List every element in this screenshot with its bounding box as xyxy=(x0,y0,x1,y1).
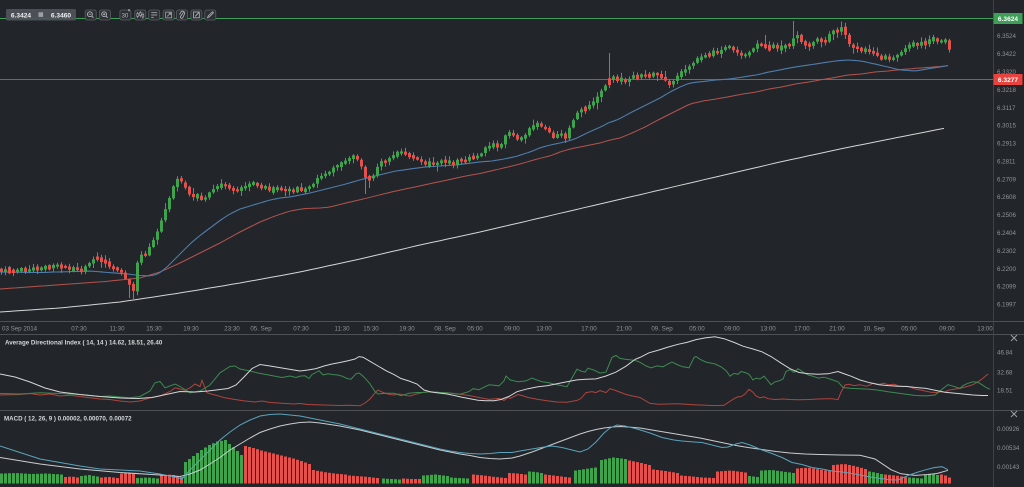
svg-text:0.00143: 0.00143 xyxy=(997,464,1020,471)
svg-text:Average Directional Index ( 14: Average Directional Index ( 14, 14 ) 14.… xyxy=(5,339,163,346)
svg-text:30: 30 xyxy=(121,12,128,19)
svg-text:6.2608: 6.2608 xyxy=(997,194,1016,201)
svg-text:05:00: 05:00 xyxy=(467,325,483,332)
svg-text:6.2099: 6.2099 xyxy=(997,284,1016,291)
svg-text:09. Sep: 09. Sep xyxy=(651,325,673,332)
svg-text:08. Sep: 08. Sep xyxy=(434,325,456,332)
svg-text:6.2506: 6.2506 xyxy=(997,212,1016,219)
svg-text:10. Sep: 10. Sep xyxy=(863,325,885,332)
svg-text:11:30: 11:30 xyxy=(109,325,125,332)
svg-text:6.2200: 6.2200 xyxy=(997,266,1016,273)
svg-text:09:00: 09:00 xyxy=(724,325,740,332)
svg-text:6.2404: 6.2404 xyxy=(997,230,1016,237)
svg-text:09:00: 09:00 xyxy=(504,325,520,332)
svg-text:07:30: 07:30 xyxy=(71,325,87,332)
svg-text:MACD ( 12, 26, 9 ) 0.00002, 0.: MACD ( 12, 26, 9 ) 0.00002, 0.00070, 0.0… xyxy=(4,415,132,422)
svg-text:17:00: 17:00 xyxy=(794,325,810,332)
svg-text:18.51: 18.51 xyxy=(997,387,1013,394)
svg-text:6.2811: 6.2811 xyxy=(997,158,1016,165)
svg-text:6.3277: 6.3277 xyxy=(998,77,1019,84)
svg-text:6.3460: 6.3460 xyxy=(51,12,72,19)
svg-text:6.2302: 6.2302 xyxy=(997,248,1016,255)
svg-text:0.00534: 0.00534 xyxy=(997,445,1020,452)
svg-text:15:30: 15:30 xyxy=(363,325,379,332)
svg-text:6.2709: 6.2709 xyxy=(997,176,1016,183)
svg-text:6.3218: 6.3218 xyxy=(997,87,1016,94)
svg-text:6.3624: 6.3624 xyxy=(998,16,1019,23)
svg-text:6.1997: 6.1997 xyxy=(997,302,1016,309)
svg-text:07:30: 07:30 xyxy=(293,325,309,332)
svg-text:13:00: 13:00 xyxy=(977,325,993,332)
svg-text:21:00: 21:00 xyxy=(616,325,632,332)
svg-text:13:00: 13:00 xyxy=(760,325,776,332)
svg-text:11:30: 11:30 xyxy=(334,325,350,332)
svg-text:6.3422: 6.3422 xyxy=(997,51,1016,58)
svg-text:09:00: 09:00 xyxy=(939,325,955,332)
svg-text:6.3424: 6.3424 xyxy=(11,12,32,19)
svg-text:32.68: 32.68 xyxy=(997,369,1013,376)
svg-text:0.00926: 0.00926 xyxy=(997,426,1020,433)
svg-text:15:30: 15:30 xyxy=(146,325,162,332)
svg-text:05. Sep: 05. Sep xyxy=(250,325,272,332)
svg-text:6.2913: 6.2913 xyxy=(997,141,1016,148)
svg-text:21:00: 21:00 xyxy=(829,325,845,332)
svg-text:13:00: 13:00 xyxy=(536,325,552,332)
svg-text:6.3117: 6.3117 xyxy=(997,105,1016,112)
svg-text:19:30: 19:30 xyxy=(183,325,199,332)
svg-text:03 Sep 2014: 03 Sep 2014 xyxy=(2,325,38,332)
svg-text:19:30: 19:30 xyxy=(399,325,415,332)
svg-text:6.3320: 6.3320 xyxy=(997,69,1016,76)
svg-text:05:00: 05:00 xyxy=(689,325,705,332)
svg-text:6.3524: 6.3524 xyxy=(997,33,1016,40)
svg-text:17:00: 17:00 xyxy=(581,325,597,332)
svg-text:05:00: 05:00 xyxy=(901,325,917,332)
svg-text:23:30: 23:30 xyxy=(224,325,240,332)
svg-text:46.84: 46.84 xyxy=(997,349,1013,356)
svg-text:6.3015: 6.3015 xyxy=(997,123,1016,130)
